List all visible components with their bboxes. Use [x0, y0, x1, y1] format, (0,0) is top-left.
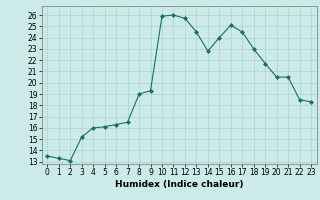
- X-axis label: Humidex (Indice chaleur): Humidex (Indice chaleur): [115, 180, 244, 189]
